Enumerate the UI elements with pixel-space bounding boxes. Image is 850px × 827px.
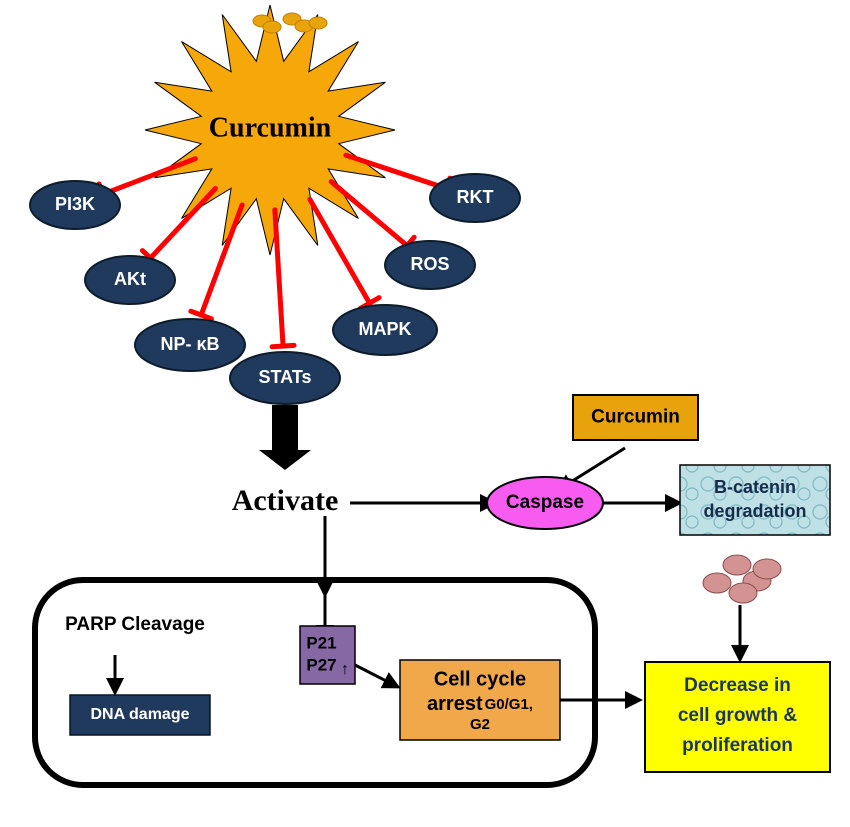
inhibition-line [331, 182, 407, 246]
arrow-p21-to-cellcycle [355, 665, 398, 687]
decrease-line3: proliferation [682, 735, 793, 756]
seed-icon [263, 21, 281, 33]
dna-damage-label: DNA damage [91, 706, 190, 723]
cell-cycle-line1: Cell cycle [434, 668, 526, 690]
bcatenin-line2: degradation [703, 501, 806, 521]
inhibition-line [275, 210, 283, 346]
bead-icon [703, 573, 731, 593]
p21-up-arrow-icon: ↑ [341, 661, 349, 678]
curcumin-box-label: Curcumin [591, 407, 680, 428]
inhibition-bar [272, 345, 294, 346]
bcatenin-line1: B-catenin [714, 477, 796, 497]
bead-icon [723, 555, 751, 575]
target-node-label-pi3k: PI3K [55, 194, 95, 214]
target-node-label-npkb: NP- κB [160, 334, 219, 354]
target-node-label-stats: STATs [259, 367, 312, 387]
decrease-line1: Decrease in [684, 675, 791, 696]
cell-cycle-line2: arrestG0/G1, [427, 693, 533, 715]
curcumin-starburst-label: Curcumin [209, 112, 332, 143]
inhibition-line [150, 188, 215, 258]
target-node-label-ros: ROS [410, 254, 449, 274]
bead-icon [729, 583, 757, 603]
target-node-label-mapk: MAPK [359, 319, 412, 339]
target-node-label-akt: AKt [114, 269, 146, 289]
decrease-line2: cell growth & [678, 705, 798, 726]
inhibition-line [201, 205, 242, 315]
cell-cycle-line3: G2 [470, 716, 490, 733]
bead-icon [753, 559, 781, 579]
parp-cleavage-label: PARP Cleavage [65, 614, 205, 635]
inhibition-line [310, 199, 370, 303]
inhibition-line [103, 159, 195, 195]
activate-big-arrow [259, 405, 311, 470]
activate-label: Activate [232, 484, 339, 517]
seed-icon [309, 17, 327, 29]
p27-label: P27 [306, 655, 336, 674]
caspase-label: Caspase [506, 492, 584, 513]
target-node-label-rkt: RKT [457, 187, 494, 207]
p21-label: P21 [306, 633, 336, 652]
